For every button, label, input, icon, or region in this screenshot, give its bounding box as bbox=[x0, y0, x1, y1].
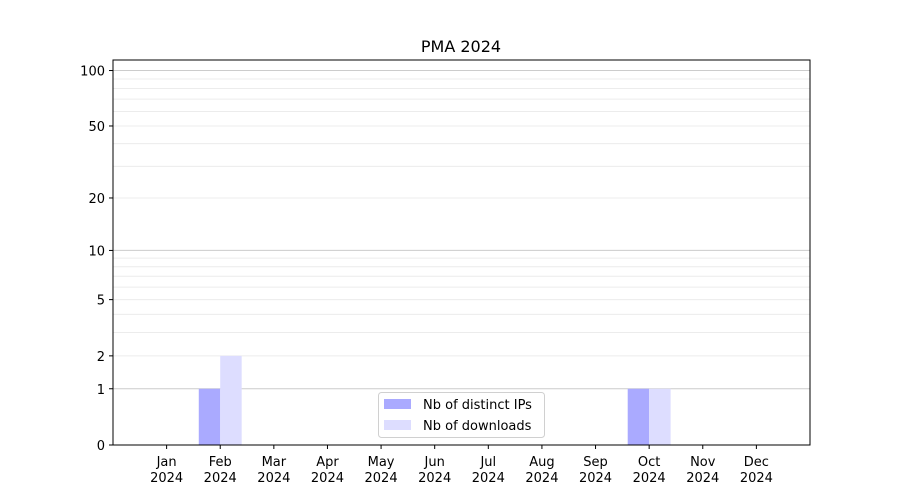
bar-downloads bbox=[220, 355, 242, 445]
bar-ips bbox=[198, 388, 221, 445]
x-tick-label: Feb bbox=[209, 455, 232, 470]
x-tick-label: 2024 bbox=[633, 471, 666, 486]
y-tick-label: 50 bbox=[88, 120, 105, 135]
legend: Nb of distinct IPs Nb of downloads bbox=[378, 392, 545, 438]
legend-label: Nb of distinct IPs bbox=[423, 398, 532, 413]
x-tick-label: Mar bbox=[262, 455, 287, 470]
bar-ips bbox=[627, 388, 650, 445]
legend-swatch bbox=[384, 420, 411, 430]
y-tick-label: 20 bbox=[88, 192, 105, 207]
x-tick-label: 2024 bbox=[579, 471, 612, 486]
x-tick-label: May bbox=[368, 455, 395, 470]
y-tick-label: 100 bbox=[80, 65, 105, 80]
x-tick-label: 2024 bbox=[311, 471, 344, 486]
bar-downloads bbox=[649, 388, 671, 445]
chart-title: PMA 2024 bbox=[421, 37, 501, 56]
x-tick-label: 2024 bbox=[418, 471, 451, 486]
x-tick-label: Sep bbox=[583, 455, 608, 470]
x-tick-label: 2024 bbox=[257, 471, 290, 486]
y-tick-label: 5 bbox=[97, 294, 105, 309]
x-tick-label: Oct bbox=[638, 455, 660, 470]
x-tick-label: 2024 bbox=[740, 471, 773, 486]
x-tick-label: 2024 bbox=[525, 471, 558, 486]
x-tick-label: 2024 bbox=[365, 471, 398, 486]
y-tick-label: 2 bbox=[97, 350, 105, 365]
x-tick-label: Nov bbox=[690, 455, 716, 470]
y-tick-label: 10 bbox=[88, 244, 105, 259]
legend-label: Nb of downloads bbox=[423, 419, 532, 434]
x-tick-label: Jun bbox=[424, 455, 445, 470]
x-tick-label: 2024 bbox=[686, 471, 719, 486]
y-tick-label: 0 bbox=[97, 439, 105, 454]
x-tick-label: Aug bbox=[529, 455, 554, 470]
plot-frame bbox=[112, 59, 811, 446]
x-tick-label: 2024 bbox=[472, 471, 505, 486]
legend-box bbox=[378, 392, 545, 438]
x-tick-label: 2024 bbox=[150, 471, 183, 486]
y-tick-label: 1 bbox=[97, 383, 105, 398]
x-tick-label: 2024 bbox=[204, 471, 237, 486]
x-tick-label: Jan bbox=[156, 455, 177, 470]
legend-swatch bbox=[384, 399, 411, 409]
x-tick-label: Apr bbox=[316, 455, 339, 470]
x-tick-label: Jul bbox=[479, 455, 496, 470]
x-tick-label: Dec bbox=[744, 455, 769, 470]
